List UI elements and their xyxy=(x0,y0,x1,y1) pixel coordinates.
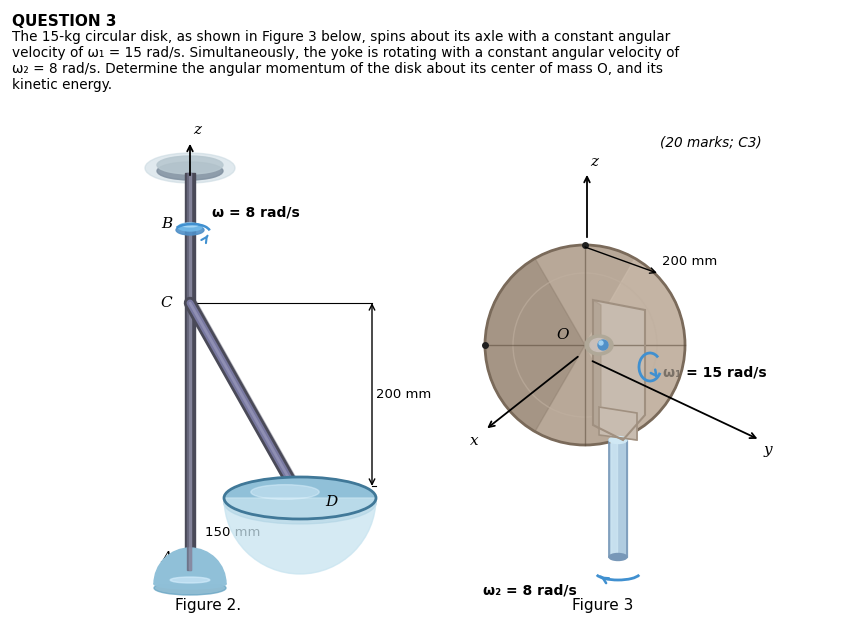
Ellipse shape xyxy=(590,338,607,352)
Text: ω = 8 rad/s: ω = 8 rad/s xyxy=(212,206,299,220)
Ellipse shape xyxy=(178,223,202,231)
Polygon shape xyxy=(598,407,636,440)
Circle shape xyxy=(485,245,684,445)
Ellipse shape xyxy=(224,477,376,519)
Ellipse shape xyxy=(250,485,319,499)
Ellipse shape xyxy=(608,436,626,443)
Wedge shape xyxy=(485,258,584,431)
Text: C: C xyxy=(160,296,172,310)
Bar xyxy=(185,173,195,570)
Bar xyxy=(610,440,616,557)
Polygon shape xyxy=(592,300,601,430)
Text: kinetic energy.: kinetic energy. xyxy=(12,78,112,92)
Bar xyxy=(608,440,626,557)
Ellipse shape xyxy=(584,335,613,355)
Wedge shape xyxy=(224,498,376,574)
Text: A: A xyxy=(161,551,172,565)
Ellipse shape xyxy=(154,581,226,595)
Text: ω₁ = 15 rad/s: ω₁ = 15 rad/s xyxy=(662,365,766,379)
Text: B: B xyxy=(160,217,172,231)
Text: Figure 2.: Figure 2. xyxy=(175,598,241,613)
Ellipse shape xyxy=(157,156,222,174)
Text: z: z xyxy=(193,123,201,137)
Ellipse shape xyxy=(157,162,222,180)
Bar xyxy=(608,440,626,557)
Text: z: z xyxy=(590,155,597,169)
Ellipse shape xyxy=(608,553,626,561)
Polygon shape xyxy=(592,300,644,440)
Text: ω₂ = 8 rad/s: ω₂ = 8 rad/s xyxy=(482,583,576,597)
Bar xyxy=(189,173,191,570)
Ellipse shape xyxy=(181,223,198,227)
Ellipse shape xyxy=(170,577,210,583)
Text: O: O xyxy=(556,328,568,342)
Ellipse shape xyxy=(154,579,226,589)
Text: y: y xyxy=(763,443,772,457)
Text: velocity of ω₁ = 15 rad/s. Simultaneously, the yoke is rotating with a constant : velocity of ω₁ = 15 rad/s. Simultaneousl… xyxy=(12,46,678,60)
Wedge shape xyxy=(584,258,684,431)
Ellipse shape xyxy=(145,153,234,183)
Text: 150 mm: 150 mm xyxy=(204,526,260,539)
Text: ω₂ = 8 rad/s. Determine the angular momentum of the disk about its center of mas: ω₂ = 8 rad/s. Determine the angular mome… xyxy=(12,62,662,76)
Ellipse shape xyxy=(176,225,204,235)
Text: 200 mm: 200 mm xyxy=(661,255,717,268)
Text: D: D xyxy=(325,495,337,509)
Text: x: x xyxy=(469,434,479,448)
Wedge shape xyxy=(154,548,226,584)
Text: QUESTION 3: QUESTION 3 xyxy=(12,14,117,29)
Text: 200 mm: 200 mm xyxy=(376,388,431,401)
Text: The 15-kg circular disk, as shown in Figure 3 below, spins about its axle with a: The 15-kg circular disk, as shown in Fig… xyxy=(12,30,670,44)
Circle shape xyxy=(597,340,607,350)
Text: Figure 3: Figure 3 xyxy=(572,598,633,613)
Circle shape xyxy=(598,341,602,345)
Ellipse shape xyxy=(224,482,376,524)
Bar xyxy=(187,173,191,570)
Text: (20 marks; C3): (20 marks; C3) xyxy=(659,135,761,149)
